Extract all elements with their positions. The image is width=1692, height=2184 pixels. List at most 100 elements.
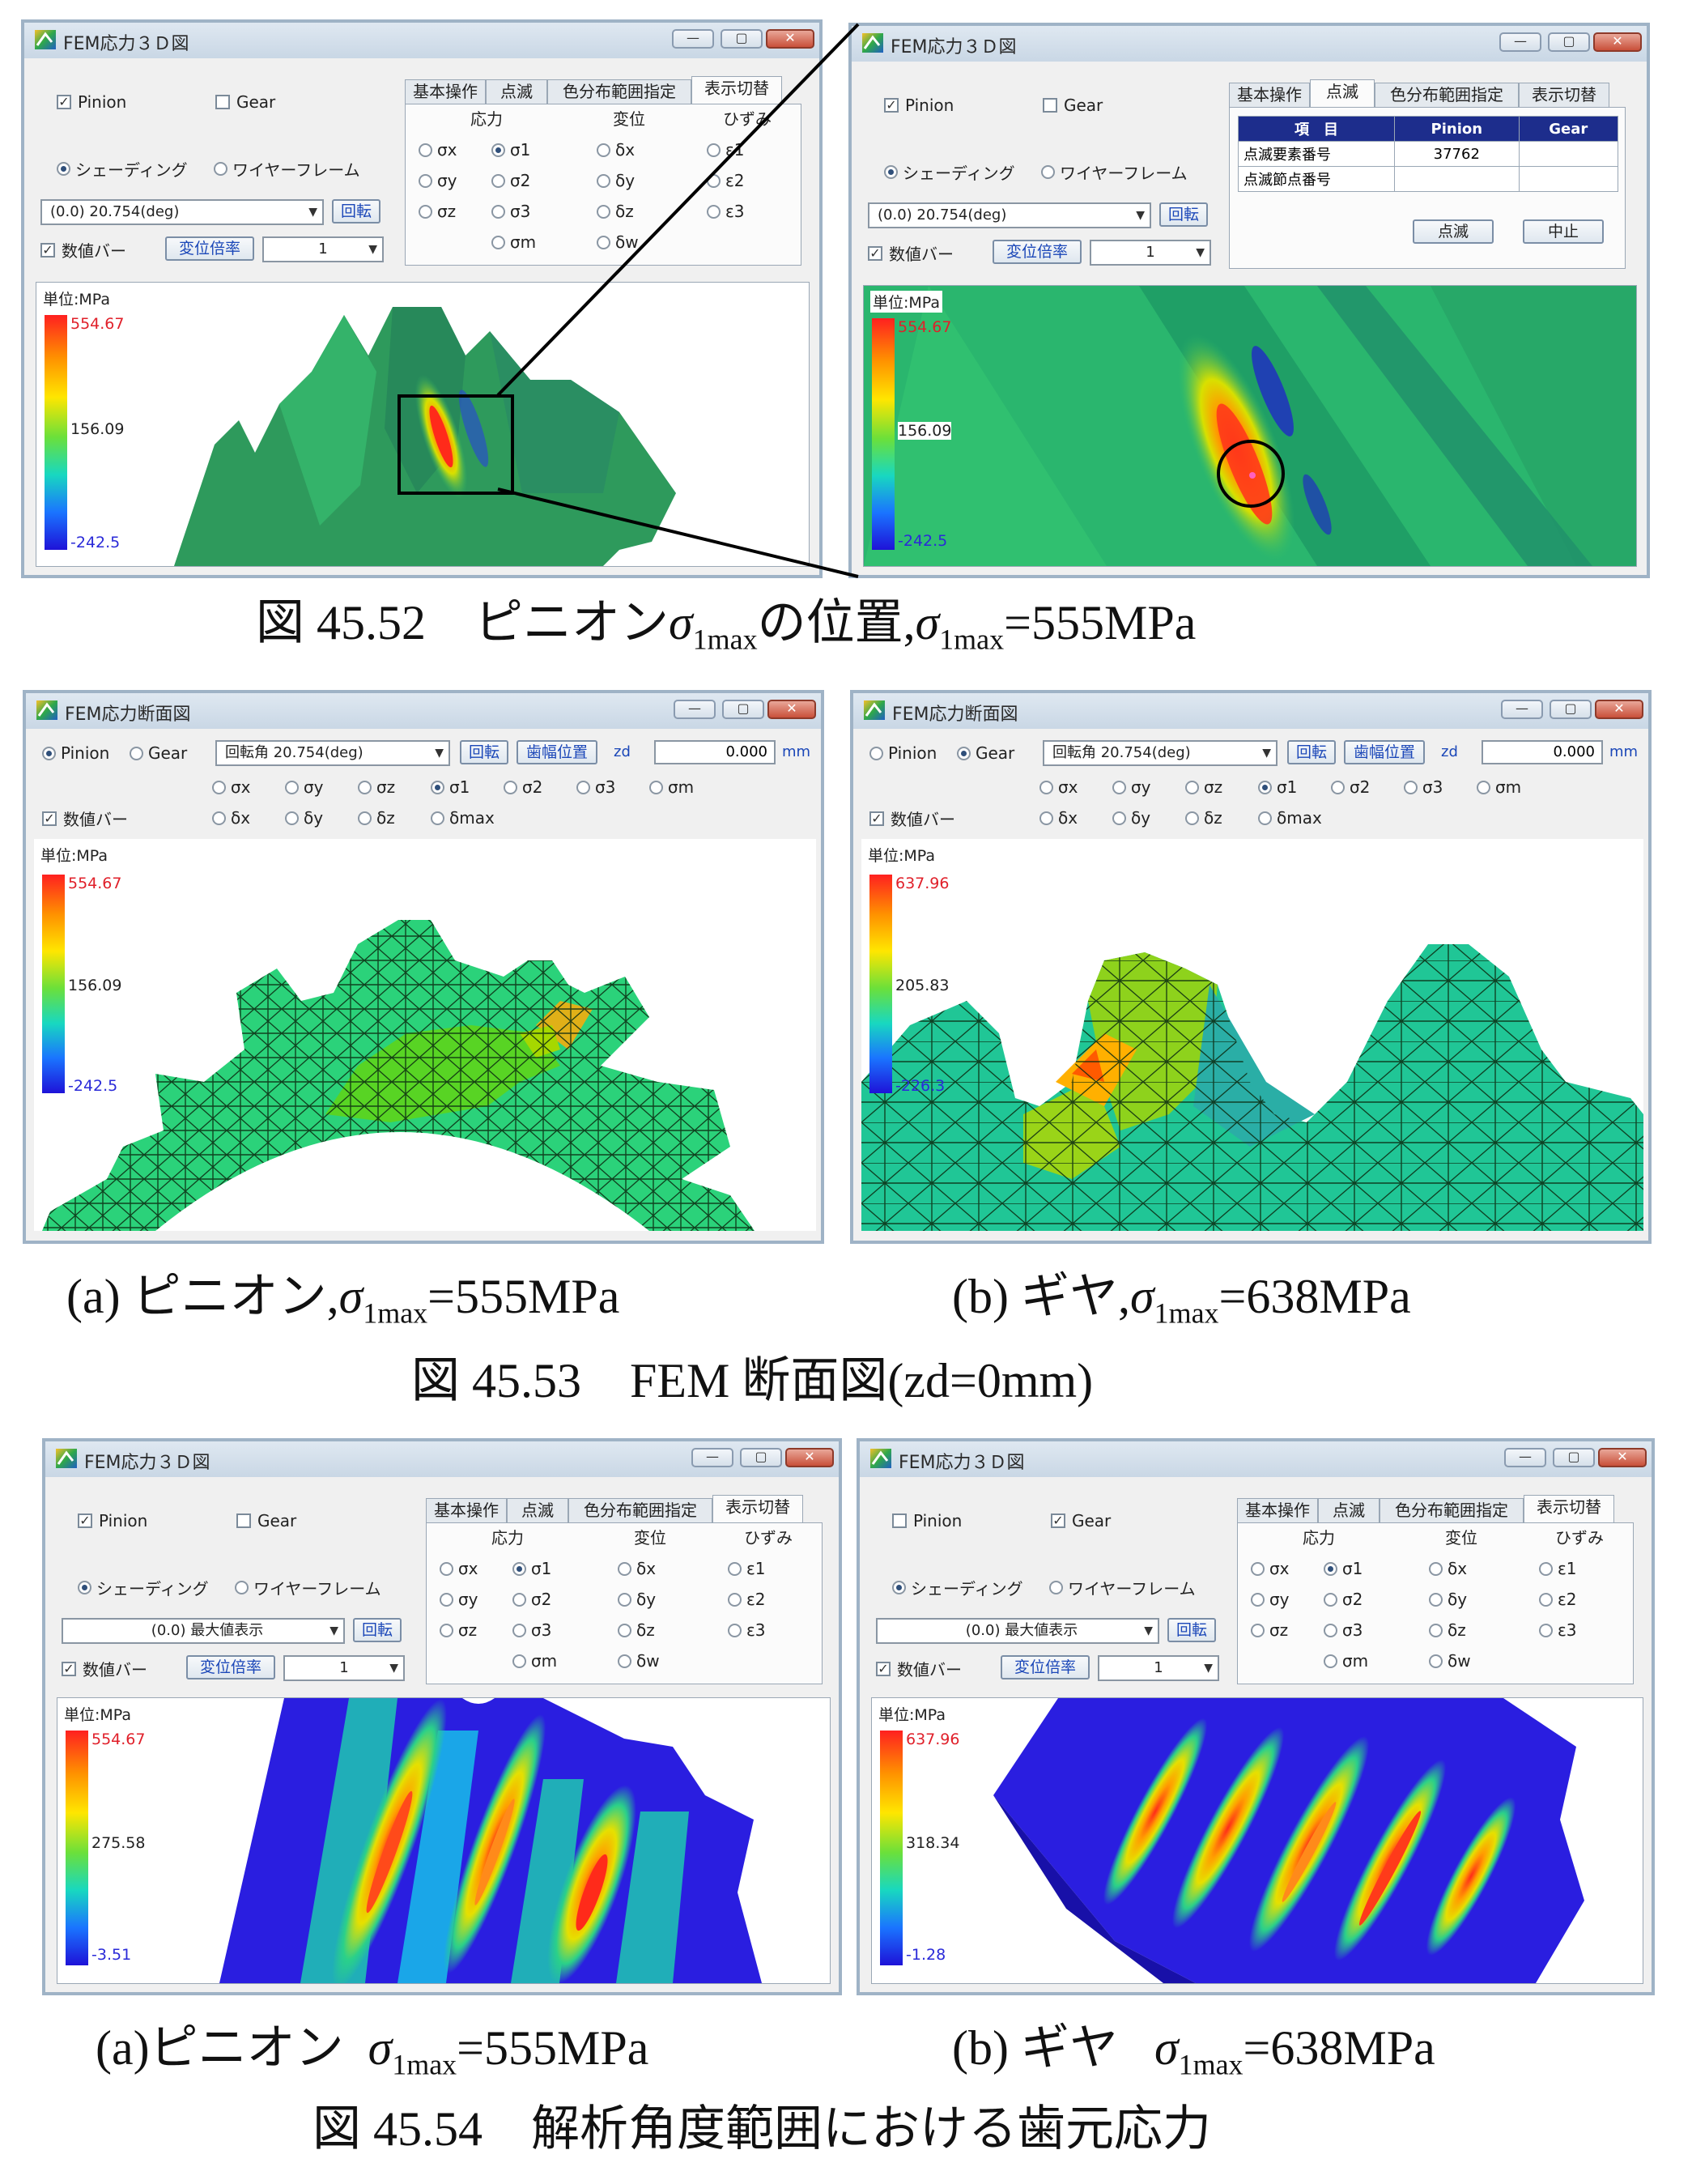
radio-sigma-3[interactable]: σ3	[1324, 1620, 1363, 1640]
radio-dy[interactable]: δy	[285, 808, 323, 828]
close-button[interactable]: ✕	[766, 29, 814, 49]
tooth-width-position-button[interactable]: 歯幅位置	[517, 740, 597, 764]
radio-sx[interactable]: σx	[212, 777, 251, 797]
radio-s3[interactable]: σ3	[1404, 777, 1443, 797]
radio-sz[interactable]: σz	[358, 777, 395, 797]
radio-delta-x[interactable]: δx	[618, 1559, 656, 1578]
tooth-width-position-button[interactable]: 歯幅位置	[1344, 740, 1425, 764]
radio-s2[interactable]: σ2	[1331, 777, 1370, 797]
radio-delta-w[interactable]: δw	[597, 232, 639, 252]
disp-ratio-select[interactable]: 1	[1098, 1655, 1219, 1681]
shading-radio[interactable]: シェーディング	[78, 1576, 209, 1599]
rotate-button[interactable]: 回転	[1167, 1618, 1216, 1642]
disp-ratio-button[interactable]: 変位倍率	[186, 1655, 275, 1680]
radio-eps-1[interactable]: ε1	[1539, 1559, 1577, 1578]
angle-select[interactable]: (0.0) 20.754(deg)	[40, 199, 324, 225]
numbar-checkbox[interactable]: ✓ 数値バー	[876, 1657, 962, 1680]
radio-sy[interactable]: σy	[285, 777, 324, 797]
tab-color-range[interactable]: 色分布範囲指定	[568, 1498, 712, 1522]
radio-sy[interactable]: σy	[1112, 777, 1151, 797]
radio-sigma-3[interactable]: σ3	[512, 1620, 551, 1640]
disp-ratio-button[interactable]: 変位倍率	[1001, 1655, 1090, 1680]
radio-sigma-1[interactable]: σ1	[491, 140, 530, 160]
pinion-radio[interactable]: Pinion	[42, 743, 109, 763]
radio-delta-w[interactable]: δw	[1429, 1651, 1471, 1671]
tab-display[interactable]: 表示切替	[691, 76, 782, 105]
radio-s2[interactable]: σ2	[504, 777, 542, 797]
minimize-button[interactable]: —	[1499, 32, 1541, 52]
radio-sigma-y[interactable]: σy	[440, 1590, 478, 1609]
maximize-button[interactable]: ▢	[722, 700, 764, 719]
gear-radio[interactable]: Gear	[130, 743, 187, 763]
numbar-checkbox[interactable]: ✓ 数値バー	[42, 807, 128, 830]
disp-ratio-button[interactable]: 変位倍率	[165, 236, 254, 261]
radio-delta-z[interactable]: δz	[1429, 1620, 1466, 1640]
angle-select[interactable]: (0.0) 最大値表示	[62, 1618, 345, 1644]
wireframe-radio[interactable]: ワイヤーフレーム	[214, 157, 360, 181]
tab-display[interactable]: 表示切替	[1524, 1495, 1614, 1524]
radio-sigma-x[interactable]: σx	[1251, 1559, 1290, 1578]
tab-blink[interactable]: 点滅	[507, 1498, 568, 1522]
radio-sigma-3[interactable]: σ3	[491, 202, 530, 221]
radio-eps-3[interactable]: ε3	[1539, 1620, 1577, 1640]
pinion-checkbox[interactable]: ✓ Pinion	[78, 1511, 147, 1531]
tab-basic[interactable]: 基本操作	[1237, 1498, 1318, 1522]
pinion-checkbox[interactable]: ✓ Pinion	[57, 92, 126, 112]
radio-eps-1[interactable]: ε1	[728, 1559, 766, 1578]
radio-sigma-y[interactable]: σy	[1251, 1590, 1290, 1609]
wireframe-radio[interactable]: ワイヤーフレーム	[1049, 1576, 1196, 1599]
fem-3d-view-gear-max[interactable]: 単位:MPa 637.96 318.34 -1.28	[871, 1697, 1643, 1984]
maximize-button[interactable]: ▢	[740, 1448, 782, 1467]
gear-checkbox[interactable]: Gear	[236, 1511, 296, 1531]
disp-ratio-button[interactable]: 変位倍率	[993, 240, 1082, 264]
maximize-button[interactable]: ▢	[1553, 1448, 1595, 1467]
maximize-button[interactable]: ▢	[721, 29, 763, 49]
radio-eps-2[interactable]: ε2	[728, 1590, 766, 1609]
angle-select[interactable]: (0.0) 20.754(deg)	[868, 202, 1151, 228]
fem-3d-view-zoomed[interactable]: 単位:MPa 554.67 156.09 -242.5	[863, 285, 1637, 567]
radio-dx[interactable]: δx	[212, 808, 250, 828]
table-cell[interactable]	[1518, 141, 1619, 167]
close-button[interactable]: ✕	[767, 700, 816, 719]
angle-select[interactable]: (0.0) 最大値表示	[876, 1618, 1159, 1644]
minimize-button[interactable]: —	[1504, 1448, 1546, 1467]
section-view[interactable]: 単位:MPa 637.96 205.83 -226.3	[861, 839, 1643, 1231]
radio-dmax[interactable]: δmax	[431, 808, 495, 828]
close-button[interactable]: ✕	[1593, 32, 1642, 52]
radio-s3[interactable]: σ3	[576, 777, 615, 797]
radio-sigma-y[interactable]: σy	[419, 171, 457, 190]
table-cell[interactable]	[1518, 166, 1619, 192]
radio-dy[interactable]: δy	[1112, 808, 1150, 828]
tab-blink[interactable]: 点滅	[486, 79, 547, 104]
radio-delta-w[interactable]: δw	[618, 1651, 660, 1671]
tab-color-range[interactable]: 色分布範囲指定	[1380, 1498, 1524, 1522]
tab-blink[interactable]: 点滅	[1318, 1498, 1380, 1522]
rotate-button[interactable]: 回転	[1159, 202, 1208, 227]
radio-delta-x[interactable]: δx	[1429, 1559, 1467, 1578]
tab-basic[interactable]: 基本操作	[405, 79, 486, 104]
radio-s1[interactable]: σ1	[431, 777, 470, 797]
radio-sigma-z[interactable]: σz	[419, 202, 456, 221]
shading-radio[interactable]: シェーディング	[884, 160, 1015, 184]
tab-color-range[interactable]: 色分布範囲指定	[547, 79, 691, 104]
tab-basic[interactable]: 基本操作	[426, 1498, 507, 1522]
close-button[interactable]: ✕	[1598, 1448, 1647, 1467]
radio-sm[interactable]: σm	[1477, 777, 1521, 797]
tab-color-range[interactable]: 色分布範囲指定	[1375, 83, 1519, 107]
radio-delta-y[interactable]: δy	[1429, 1590, 1467, 1609]
wireframe-radio[interactable]: ワイヤーフレーム	[235, 1576, 381, 1599]
section-view[interactable]: 単位:MPa 554.67 156.09 -242.5	[34, 839, 816, 1231]
rotate-button[interactable]: 回転	[353, 1618, 402, 1642]
tab-blink[interactable]: 点滅	[1310, 79, 1375, 109]
disp-ratio-select[interactable]: 1	[262, 236, 384, 262]
pinion-checkbox[interactable]: ✓ Pinion	[884, 96, 954, 115]
rotate-button[interactable]: 回転	[332, 199, 380, 224]
radio-s1[interactable]: σ1	[1258, 777, 1297, 797]
gear-checkbox[interactable]: Gear	[1043, 96, 1103, 115]
minimize-button[interactable]: —	[674, 700, 716, 719]
minimize-button[interactable]: —	[1501, 700, 1543, 719]
radio-sigma-m[interactable]: σm	[512, 1651, 557, 1671]
radio-delta-y[interactable]: δy	[597, 171, 635, 190]
radio-dz[interactable]: δz	[1185, 808, 1222, 828]
disp-ratio-select[interactable]: 1	[283, 1655, 405, 1681]
